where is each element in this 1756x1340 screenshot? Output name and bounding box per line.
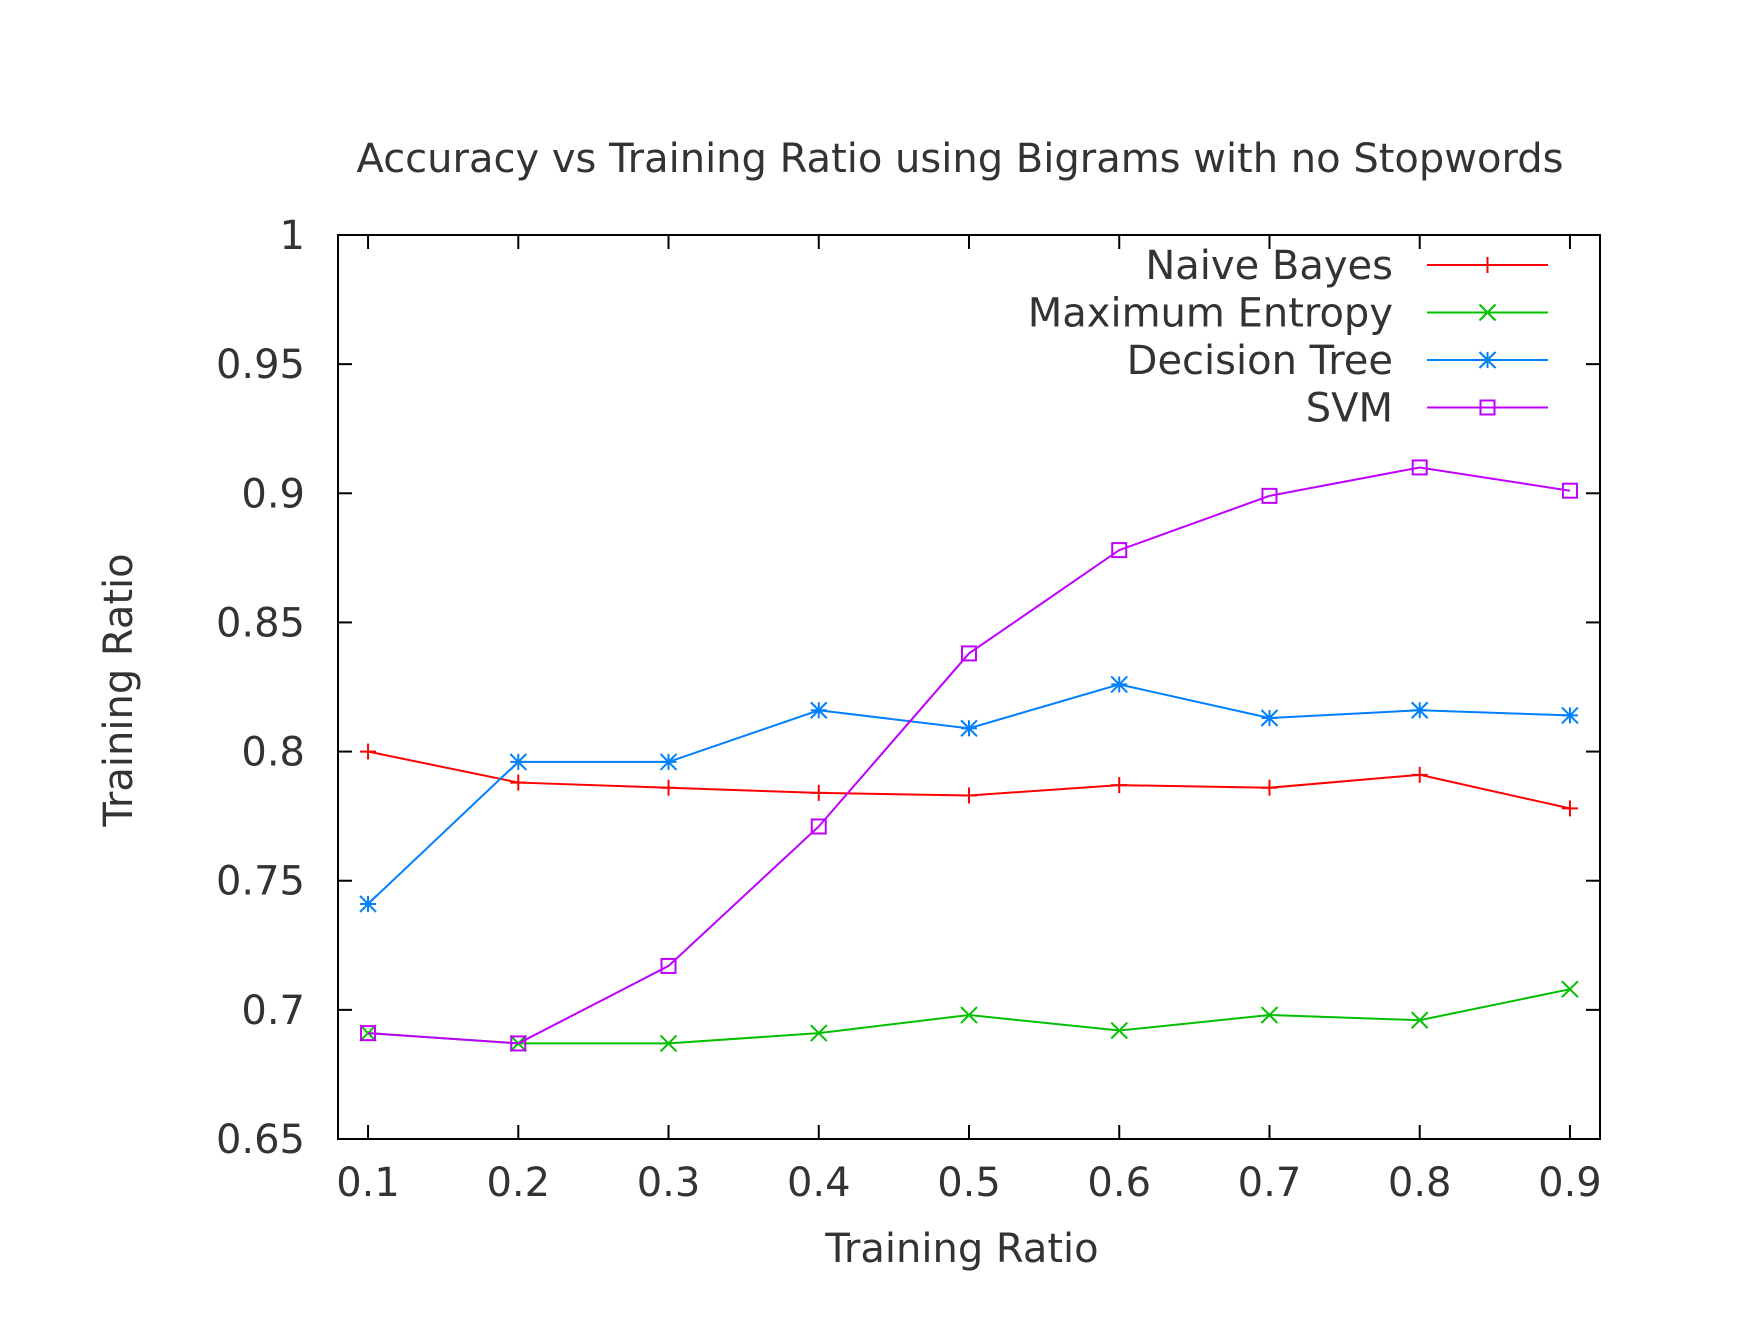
data-point-naive-bayes	[360, 743, 377, 760]
legend-label: Decision Tree	[1127, 338, 1393, 384]
x-axis-label: Training Ratio	[824, 1226, 1098, 1272]
series-maximum-entropy	[359, 980, 1579, 1053]
x-tick-label: 0.3	[637, 1160, 701, 1206]
data-point-svm	[360, 1025, 377, 1042]
data-point-naive-bayes	[1111, 777, 1128, 794]
data-point-decision-tree	[359, 895, 377, 913]
data-point-svm	[660, 957, 677, 974]
legend-item-svm: SVM	[1306, 386, 1548, 432]
data-point-decision-tree	[1411, 701, 1429, 719]
x-tick-label: 0.6	[1087, 1160, 1151, 1206]
data-point-naive-bayes	[1411, 766, 1428, 783]
legend-marker	[1479, 399, 1496, 416]
data-point-naive-bayes	[961, 787, 977, 804]
legend-label: Naive Bayes	[1145, 243, 1393, 289]
data-point-svm	[1561, 482, 1578, 499]
legend-marker	[1479, 257, 1496, 273]
y-tick-label: 1	[280, 213, 305, 259]
x-tick-label: 0.7	[1238, 1160, 1302, 1206]
series-line-svm	[367, 466, 1571, 1045]
legend-marker	[1478, 303, 1497, 322]
data-point-svm	[810, 818, 827, 835]
data-point-svm	[1411, 459, 1428, 476]
data-point-decision-tree	[960, 719, 978, 738]
data-point-naive-bayes	[1261, 779, 1278, 796]
data-point-maximum-entropy	[810, 1024, 828, 1042]
data-point-svm	[510, 1035, 527, 1052]
y-axis-label: Training Ratio	[96, 553, 142, 827]
y-tick-label: 0.95	[216, 342, 305, 388]
data-point-maximum-entropy	[1260, 1006, 1279, 1024]
y-tick-label: 0.75	[216, 859, 305, 905]
data-point-decision-tree	[1110, 675, 1128, 694]
data-point-maximum-entropy	[1411, 1011, 1429, 1029]
legend-label: SVM	[1306, 386, 1393, 432]
legend-item-naive-bayes: Naive Bayes	[1145, 243, 1548, 289]
data-point-decision-tree	[659, 753, 678, 771]
data-point-naive-bayes	[660, 779, 677, 796]
data-point-maximum-entropy	[1561, 980, 1579, 998]
data-point-naive-bayes	[810, 784, 827, 801]
legend-item-maximum-entropy: Maximum Entropy	[1028, 291, 1548, 337]
legend-item-decision-tree: Decision Tree	[1127, 338, 1548, 384]
data-point-decision-tree	[509, 753, 527, 771]
data-point-decision-tree	[1561, 706, 1579, 725]
y-tick-label: 0.8	[241, 730, 305, 776]
x-tick-label: 0.1	[336, 1160, 400, 1206]
x-tick-label: 0.5	[937, 1160, 1001, 1206]
data-point-maximum-entropy	[1110, 1021, 1128, 1040]
legend-marker	[1478, 351, 1497, 369]
y-tick-label: 0.9	[241, 471, 305, 517]
legend-label: Maximum Entropy	[1028, 291, 1393, 337]
series-decision-tree	[359, 675, 1579, 913]
data-point-decision-tree	[810, 701, 828, 719]
y-tick-label: 0.7	[241, 988, 305, 1034]
x-tick-label: 0.9	[1538, 1160, 1602, 1206]
x-tick-label: 0.8	[1388, 1160, 1452, 1206]
plot-frame	[337, 234, 1601, 1140]
series-svm	[360, 459, 1578, 1052]
data-point-naive-bayes	[1561, 800, 1578, 817]
chart-title: Accuracy vs Training Ratio using Bigrams…	[357, 136, 1564, 182]
data-point-maximum-entropy	[659, 1034, 678, 1053]
data-point-svm	[961, 645, 977, 662]
data-point-decision-tree	[1260, 709, 1279, 727]
x-tick-label: 0.4	[787, 1160, 851, 1206]
series-naive-bayes	[360, 743, 1578, 817]
y-tick-label: 0.85	[216, 600, 305, 646]
y-tick-label: 0.65	[216, 1117, 305, 1163]
data-point-svm	[1111, 542, 1128, 559]
data-point-maximum-entropy	[960, 1006, 978, 1024]
data-point-svm	[1261, 487, 1278, 504]
data-point-naive-bayes	[510, 774, 527, 791]
x-tick-label: 0.2	[486, 1160, 550, 1206]
